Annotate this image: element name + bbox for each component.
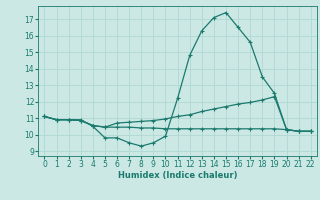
- X-axis label: Humidex (Indice chaleur): Humidex (Indice chaleur): [118, 171, 237, 180]
